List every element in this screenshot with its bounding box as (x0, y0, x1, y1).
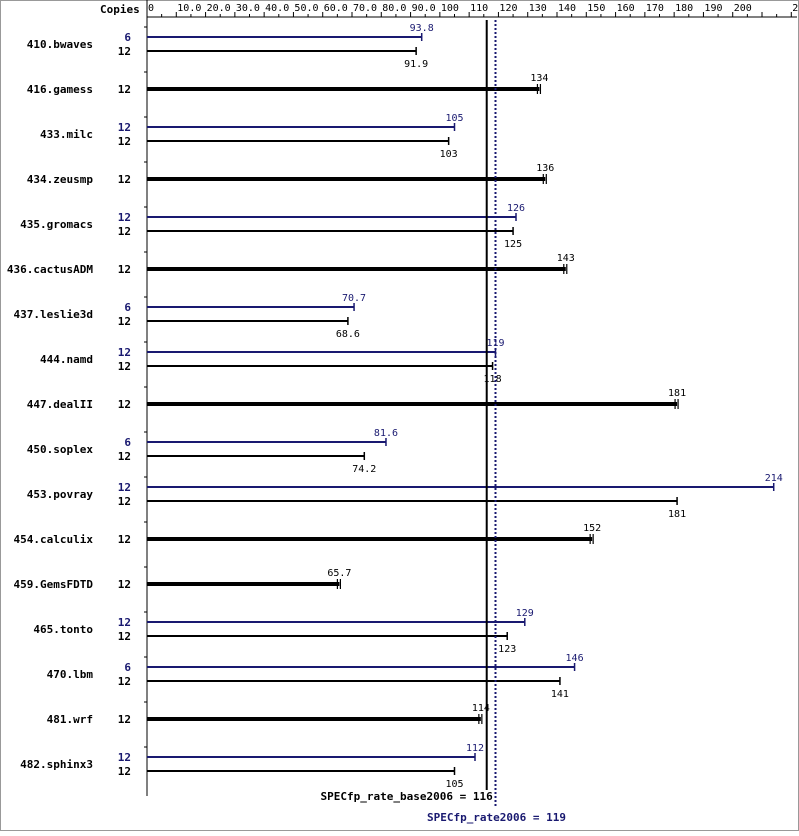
benchmark-name: 454.calculix (14, 533, 94, 546)
benchmark-name: 470.lbm (47, 668, 94, 681)
peak-copies: 6 (124, 31, 131, 44)
peak-value-label: 112 (466, 743, 484, 754)
benchmark-name: 437.leslie3d (14, 308, 93, 321)
x-tick-label: 140 (558, 3, 576, 14)
peak-value-label: 126 (507, 203, 525, 214)
peak-value-label: 146 (566, 653, 584, 664)
peak-value-label: 214 (765, 473, 783, 484)
x-tick-label: 110 (470, 3, 488, 14)
base-value-label: 105 (445, 779, 463, 790)
benchmark-name: 444.namd (40, 353, 93, 366)
base-value-label: 118 (484, 374, 502, 385)
benchmark-name: 434.zeusmp (27, 173, 94, 186)
benchmark-name: 447.dealII (27, 398, 93, 411)
base-summary-label: SPECfp_rate_base2006 = 116 (321, 790, 494, 803)
base-value-label: 134 (530, 73, 548, 84)
base-value-label: 68.6 (336, 329, 360, 340)
x-tick-label: 0 (148, 3, 154, 14)
peak-copies: 12 (118, 121, 131, 134)
x-tick-label: 160 (617, 3, 635, 14)
x-tick-label: 180 (675, 3, 693, 14)
x-tick-label: 220 (792, 3, 799, 14)
base-copies: 12 (118, 398, 131, 411)
benchmark-name: 465.tonto (33, 623, 93, 636)
peak-value-label: 93.8 (410, 23, 434, 34)
benchmark-name: 435.gromacs (20, 218, 93, 231)
benchmark-name: 459.GemsFDTD (14, 578, 94, 591)
base-copies: 12 (118, 263, 131, 276)
base-copies: 12 (118, 135, 131, 148)
base-value-label: 123 (498, 644, 516, 655)
base-value-label: 181 (668, 509, 686, 520)
base-copies: 12 (118, 360, 131, 373)
base-copies: 12 (118, 630, 131, 643)
x-tick-label: 190 (704, 3, 722, 14)
peak-value-label: 81.6 (374, 428, 398, 439)
x-tick-label: 130 (529, 3, 547, 14)
peak-copies: 12 (118, 211, 131, 224)
x-tick-label: 30.0 (236, 3, 260, 14)
base-value-label: 141 (551, 689, 569, 700)
peak-value-label: 129 (516, 608, 534, 619)
x-tick-label: 200 (734, 3, 752, 14)
base-value-label: 125 (504, 239, 522, 250)
x-tick-label: 150 (587, 3, 605, 14)
base-copies: 12 (118, 173, 131, 186)
x-tick-label: 120 (499, 3, 517, 14)
base-value-label: 65.7 (327, 568, 351, 579)
base-value-label: 91.9 (404, 59, 428, 70)
base-copies: 12 (118, 495, 131, 508)
base-copies: 12 (118, 83, 131, 96)
base-value-label: 143 (557, 253, 575, 264)
x-tick-label: 20.0 (207, 3, 231, 14)
base-copies: 12 (118, 675, 131, 688)
x-tick-label: 10.0 (177, 3, 201, 14)
copies-header: Copies (100, 3, 140, 16)
benchmark-name: 433.milc (40, 128, 93, 141)
x-tick-label: 90.0 (412, 3, 436, 14)
peak-copies: 6 (124, 436, 131, 449)
peak-value-label: 119 (486, 338, 504, 349)
peak-copies: 6 (124, 661, 131, 674)
peak-copies: 12 (118, 346, 131, 359)
base-copies: 12 (118, 45, 131, 58)
x-tick-label: 50.0 (294, 3, 318, 14)
peak-copies: 6 (124, 301, 131, 314)
base-value-label: 152 (583, 523, 601, 534)
base-value-label: 103 (440, 149, 458, 160)
base-copies: 12 (118, 713, 131, 726)
benchmark-name: 416.gamess (27, 83, 93, 96)
peak-value-label: 70.7 (342, 293, 366, 304)
x-tick-label: 80.0 (382, 3, 406, 14)
base-copies: 12 (118, 450, 131, 463)
base-value-label: 181 (668, 388, 686, 399)
base-value-label: 74.2 (352, 464, 376, 475)
x-tick-label: 70.0 (353, 3, 377, 14)
peak-value-label: 105 (445, 113, 463, 124)
benchmark-name: 482.sphinx3 (20, 758, 93, 771)
benchmark-name: 410.bwaves (27, 38, 93, 51)
x-tick-label: 100 (441, 3, 459, 14)
base-value-label: 136 (536, 163, 554, 174)
peak-copies: 12 (118, 616, 131, 629)
x-tick-label: 40.0 (265, 3, 289, 14)
x-tick-label: 60.0 (324, 3, 348, 14)
peak-copies: 12 (118, 751, 131, 764)
base-copies: 12 (118, 225, 131, 238)
base-copies: 12 (118, 578, 131, 591)
peak-copies: 12 (118, 481, 131, 494)
base-copies: 12 (118, 533, 131, 546)
benchmark-name: 450.soplex (27, 443, 94, 456)
peak-summary-label: SPECfp_rate2006 = 119 (427, 811, 566, 824)
benchmark-name: 453.povray (27, 488, 94, 501)
base-copies: 12 (118, 765, 131, 778)
base-value-label: 114 (472, 703, 490, 714)
benchmark-name: 436.cactusADM (7, 263, 93, 276)
x-tick-label: 170 (646, 3, 664, 14)
base-copies: 12 (118, 315, 131, 328)
benchmark-name: 481.wrf (47, 713, 93, 726)
